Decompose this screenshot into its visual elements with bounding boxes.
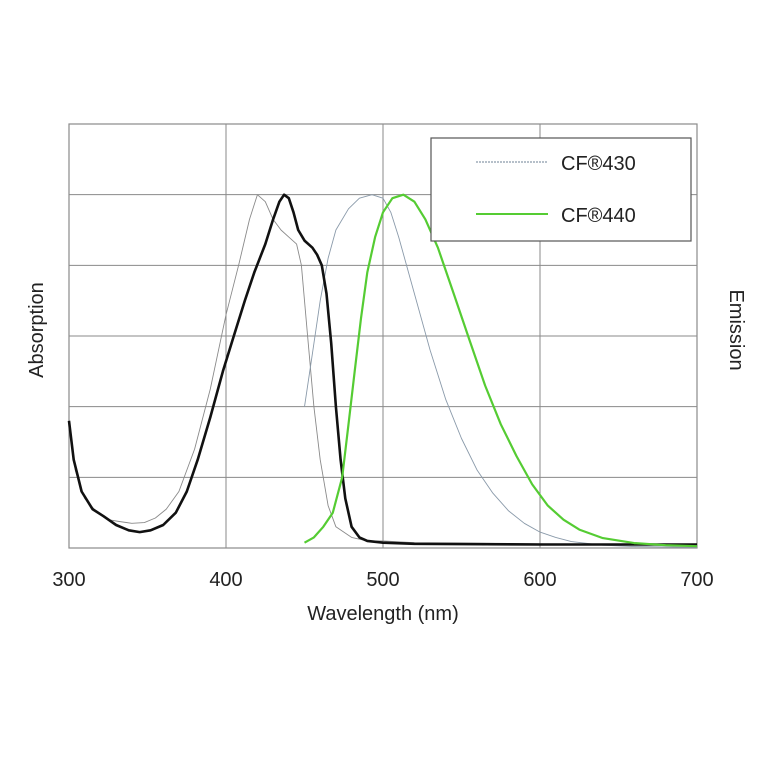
series-line-emission-3: [303, 193, 698, 548]
x-tick-label: 600: [523, 569, 556, 591]
right-axis-title: Emission: [725, 289, 747, 370]
series-layer: [67, 193, 698, 548]
legend-label-cf440: CF®440: [561, 205, 636, 227]
legend: CF®430 CF®440: [430, 137, 692, 242]
x-tick-labels: 300 400 500 600 700: [52, 569, 713, 591]
series-line-emission-1: [304, 194, 698, 548]
series-line-absorption-2: [67, 193, 697, 546]
x-tick-label: 300: [52, 569, 85, 591]
series-line-absorption-0: [68, 194, 698, 545]
x-tick-label: 400: [209, 569, 242, 591]
legend-label-cf430: CF®430: [561, 153, 636, 175]
x-tick-label: 500: [366, 569, 399, 591]
x-axis-title: Wavelength (nm): [307, 603, 459, 625]
x-tick-label: 700: [680, 569, 713, 591]
legend-box: [430, 137, 692, 242]
grid-lines: [69, 124, 697, 548]
left-axis-title: Absorption: [26, 282, 48, 378]
